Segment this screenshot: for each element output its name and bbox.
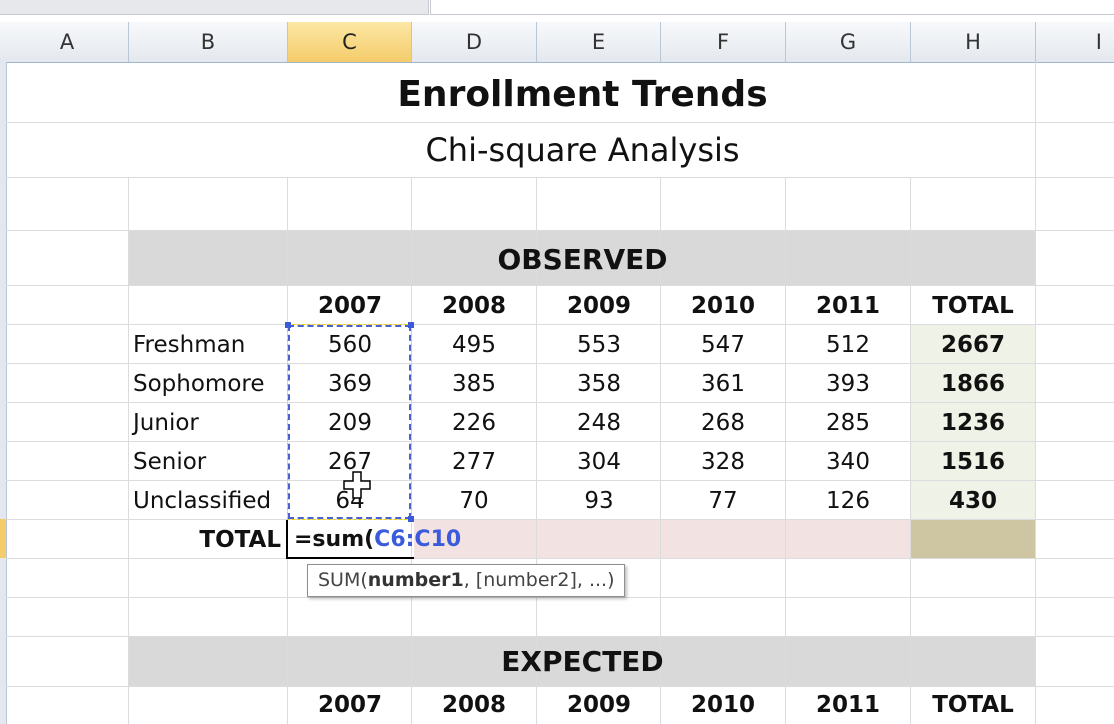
selection-handle[interactable]	[408, 516, 414, 522]
column-header-d[interactable]: D	[412, 22, 537, 62]
sheet-subtitle[interactable]: Chi-square Analysis	[425, 131, 740, 169]
tooltip-remaining-arguments: , [number2], ...)	[463, 569, 615, 591]
formula-bar-area	[0, 0, 1114, 22]
tooltip-function: SUM(	[318, 569, 368, 591]
data-cell[interactable]: 385	[452, 371, 496, 397]
row-headers[interactable]	[0, 62, 7, 724]
data-cell[interactable]: 209	[328, 410, 372, 436]
formula-input[interactable]	[430, 0, 1114, 15]
year-header[interactable]: 2011	[815, 692, 880, 718]
selection-handle[interactable]	[285, 322, 291, 328]
tooltip-current-argument[interactable]: number1	[367, 569, 464, 591]
column-header-f[interactable]: F	[661, 22, 786, 62]
column-header-e[interactable]: E	[537, 22, 661, 62]
data-cell[interactable]: 226	[452, 410, 496, 436]
row-label[interactable]: Junior	[133, 410, 199, 436]
name-box[interactable]	[0, 0, 429, 15]
data-cell[interactable]: 512	[826, 332, 870, 358]
data-cell[interactable]: 70	[459, 488, 489, 514]
year-header[interactable]: 2007	[317, 692, 382, 718]
total-row-fill	[414, 520, 911, 558]
column-header-i[interactable]: I	[1095, 30, 1102, 54]
year-header[interactable]: 2010	[690, 692, 755, 718]
active-cell-editor[interactable]	[286, 520, 414, 559]
total-header[interactable]: TOTAL	[932, 293, 1014, 319]
year-header[interactable]: 2008	[441, 692, 506, 718]
data-cell[interactable]: 268	[701, 410, 745, 436]
formula-function: =sum(	[294, 527, 375, 552]
row-label[interactable]: Freshman	[133, 332, 246, 358]
column-header-a[interactable]: A	[6, 22, 129, 62]
data-cell[interactable]: 553	[577, 332, 621, 358]
row-label[interactable]: Sophomore	[133, 371, 265, 397]
row-label[interactable]: Senior	[133, 449, 207, 475]
year-header[interactable]: 2010	[690, 293, 755, 319]
data-cell[interactable]: 304	[577, 449, 621, 475]
year-header[interactable]: 2011	[815, 293, 880, 319]
data-cell[interactable]: 126	[826, 488, 870, 514]
formula-range-reference: C6:C10	[374, 527, 462, 552]
observed-band	[129, 231, 1036, 285]
observed-total-column	[911, 325, 1036, 519]
grand-total-cell[interactable]	[911, 520, 1036, 558]
data-cell[interactable]: 547	[701, 332, 745, 358]
total-row-label[interactable]: TOTAL	[199, 527, 281, 553]
data-cell[interactable]: 369	[328, 371, 372, 397]
data-cell[interactable]: 285	[826, 410, 870, 436]
data-cell[interactable]: 560	[328, 332, 372, 358]
row-total-cell[interactable]: 1516	[940, 449, 1005, 475]
cell-formula[interactable]: =sum(C6:C10	[294, 527, 461, 552]
row-total-cell[interactable]: 430	[948, 488, 997, 514]
column-header-b[interactable]: B	[129, 22, 288, 62]
data-cell[interactable]: 495	[452, 332, 496, 358]
year-header[interactable]: 2008	[441, 293, 506, 319]
expected-band	[129, 636, 1036, 686]
active-row-header[interactable]	[0, 519, 6, 558]
function-tooltip[interactable]: SUM(number1, [number2], ...)	[307, 564, 626, 597]
column-header-g[interactable]: G	[786, 22, 911, 62]
year-header[interactable]: 2009	[566, 692, 631, 718]
observed-header[interactable]: OBSERVED	[497, 243, 668, 276]
range-selection-marquee	[287, 324, 412, 520]
row-total-cell[interactable]: 1236	[940, 410, 1005, 436]
data-cell[interactable]: 77	[708, 488, 738, 514]
column-headers: A B C D E F G H I	[0, 22, 1114, 63]
data-cell[interactable]: 361	[701, 371, 745, 397]
selection-handle[interactable]	[408, 322, 414, 328]
data-cell[interactable]: 358	[577, 371, 621, 397]
column-header-h[interactable]: H	[911, 22, 1036, 62]
row-total-cell[interactable]: 1866	[940, 371, 1005, 397]
sheet-title[interactable]: Enrollment Trends	[397, 74, 768, 115]
expected-header[interactable]: EXPECTED	[501, 645, 664, 678]
year-header[interactable]: 2007	[317, 293, 382, 319]
data-cell[interactable]: 267	[328, 449, 372, 475]
data-cell[interactable]: 248	[577, 410, 621, 436]
total-header[interactable]: TOTAL	[932, 692, 1014, 718]
cross-cursor-icon	[343, 471, 371, 499]
data-cell[interactable]: 328	[701, 449, 745, 475]
data-cell[interactable]: 277	[452, 449, 496, 475]
data-cell[interactable]: 393	[826, 371, 870, 397]
year-header[interactable]: 2009	[566, 293, 631, 319]
row-label[interactable]: Unclassified	[133, 488, 272, 514]
column-header-c[interactable]: C	[288, 22, 412, 62]
data-cell[interactable]: 93	[584, 488, 614, 514]
data-cell[interactable]: 340	[826, 449, 870, 475]
row-total-cell[interactable]: 2667	[940, 332, 1005, 358]
